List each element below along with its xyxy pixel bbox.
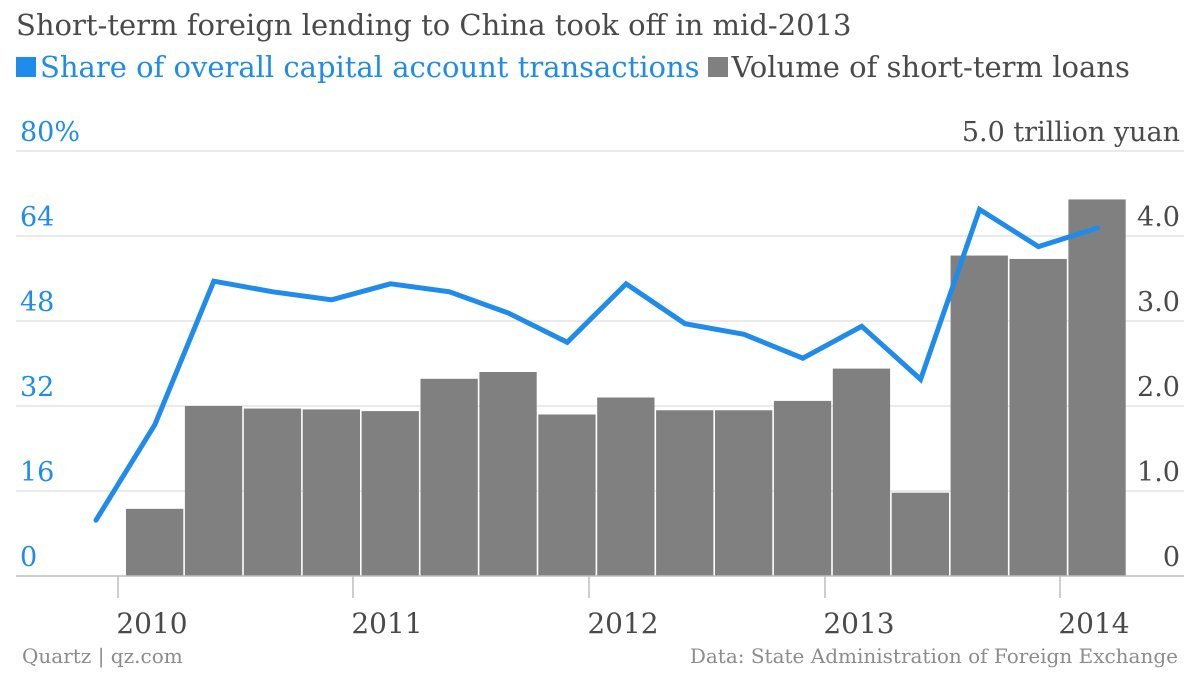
y-left-tick-label: 16 [20, 457, 54, 488]
bar [656, 410, 714, 576]
bar [538, 414, 596, 576]
bar [1009, 258, 1067, 576]
y-right-tick-label: 3.0 [1137, 287, 1180, 318]
legend-item-volume: Volume of short-term loans [707, 50, 1130, 84]
bar [243, 408, 302, 576]
x-tick-label: 2012 [587, 607, 658, 640]
bar [479, 372, 537, 576]
x-tick-label: 2010 [116, 607, 187, 640]
line-series-share [93, 205, 1100, 523]
y-right-tick-label: 2.0 [1137, 372, 1180, 403]
y-left-tick-label: 32 [20, 372, 54, 403]
chart-title: Short-term foreign lending to China took… [16, 8, 852, 42]
bar [184, 406, 243, 576]
bar [715, 410, 773, 576]
legend: Share of overall capital account transac… [16, 50, 1138, 84]
y-left-tick-label: 80% [20, 117, 80, 148]
bar [420, 378, 478, 576]
footer-credit: Quartz | qz.com [22, 644, 183, 668]
bar [597, 397, 655, 576]
bar [950, 255, 1008, 577]
y-right-tick-label: 5.0 trillion yuan [962, 117, 1180, 148]
y-right-tick-label: 4.0 [1137, 202, 1180, 233]
x-tick-label: 2011 [351, 607, 422, 640]
legend-label-volume: Volume of short-term loans [731, 50, 1130, 84]
bar [302, 409, 360, 576]
y-left-tick-label: 0 [20, 542, 37, 573]
bar [361, 411, 419, 576]
bar [1068, 199, 1126, 576]
y-right-tick-label: 0 [1163, 542, 1180, 573]
legend-item-share: Share of overall capital account transac… [16, 50, 700, 84]
y-right-tick-label: 1.0 [1137, 457, 1180, 488]
bar [891, 492, 949, 576]
x-tick-label: 2013 [823, 607, 894, 640]
bar-series-loans [126, 199, 1126, 577]
bar [773, 400, 832, 576]
legend-swatch-volume [707, 57, 728, 77]
share-line [93, 205, 1100, 523]
legend-swatch-share [16, 57, 36, 77]
y-left-tick-label: 64 [20, 202, 54, 233]
y-left-tick-label: 48 [20, 287, 54, 318]
footer-source: Data: State Administration of Foreign Ex… [689, 644, 1178, 668]
x-tick-label: 2014 [1058, 607, 1129, 640]
bar [126, 508, 184, 576]
legend-label-share: Share of overall capital account transac… [40, 50, 700, 84]
bar [832, 368, 891, 576]
axes: 0 16 32 48 64 80% 0 1.0 2.0 3.0 4.0 5.0 trillion yu… [16, 117, 1184, 640]
